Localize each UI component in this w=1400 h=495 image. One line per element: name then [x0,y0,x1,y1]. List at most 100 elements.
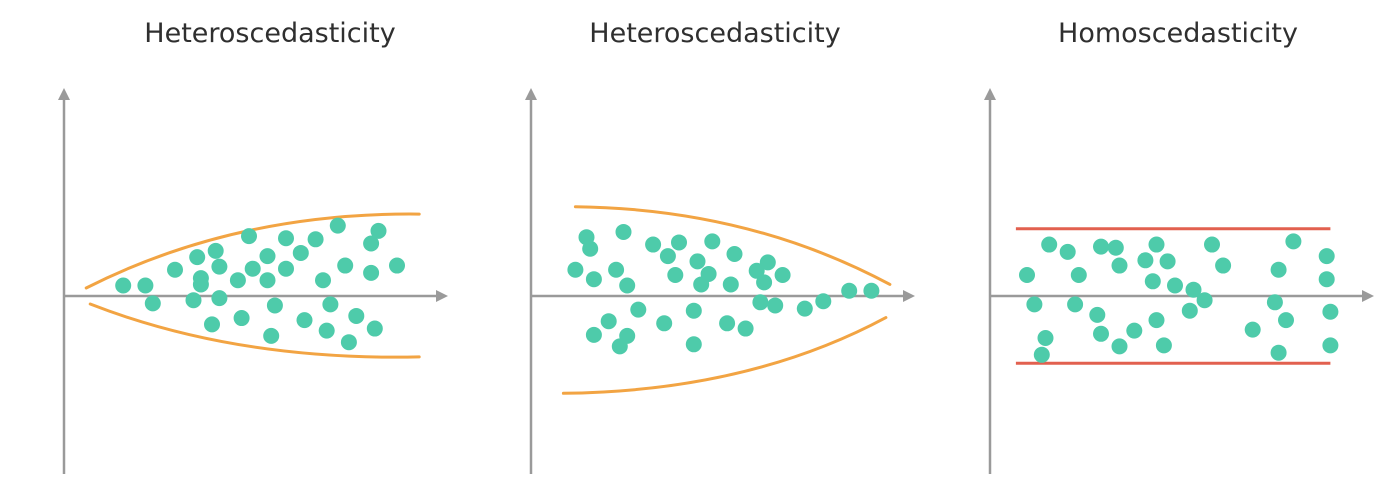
scatter-point-2-5 [1059,243,1076,260]
scatter-point-2-36 [1322,337,1339,354]
scatter-point-1-33 [796,300,813,317]
envelope-lower-0 [88,302,421,359]
scatter-point-0-2 [144,295,161,312]
scatter-point-1-17 [685,302,702,319]
scatter-point-1-0 [567,261,584,278]
scatter-point-1-23 [719,315,736,332]
chart-title-heteroscedasticity-widening: Heteroscedasticity [144,18,396,49]
scatter-point-0-3 [167,261,183,278]
scatter-point-2-31 [1278,312,1294,329]
scatter-point-2-32 [1285,233,1302,250]
scatter-point-0-12 [229,272,246,289]
scatter-point-2-22 [1181,302,1198,319]
scatter-point-1-12 [645,236,662,253]
scatter-point-2-12 [1111,257,1128,274]
scatter-point-0-24 [307,231,324,248]
scatter-point-0-17 [259,248,276,265]
scatter-point-1-21 [700,265,717,282]
scatter-point-2-28 [1266,294,1283,311]
chart-title-homoscedasticity: Homoscedasticity [1058,18,1298,49]
scatter-point-1-25 [726,246,743,262]
scatter-point-2-10 [1093,238,1109,255]
scatter-point-2-35 [1322,303,1339,320]
scatter-point-1-15 [667,267,684,283]
scatter-point-0-18 [263,327,280,344]
scatter-point-1-24 [722,276,739,293]
scatter-point-1-27 [748,262,765,279]
scatter-point-2-18 [1148,236,1165,253]
scatter-point-2-33 [1318,248,1335,265]
scatter-point-0-33 [363,264,380,281]
scatter-point-0-21 [278,260,294,277]
scatter-point-1-10 [619,327,636,344]
scatter-point-1-4 [585,326,602,343]
scatter-point-1-36 [863,282,880,299]
scatter-point-1-8 [615,223,632,240]
scatter-point-0-11 [211,290,228,307]
scatter-point-0-26 [318,322,335,339]
scatter-point-2-23 [1185,281,1202,298]
scatter-point-0-35 [370,222,387,239]
scatter-point-1-5 [600,313,617,330]
scatter-point-2-11 [1107,239,1124,256]
scatter-point-1-34 [815,293,832,310]
scatter-point-2-17 [1148,312,1165,329]
scatter-point-0-31 [348,307,365,324]
scatter-point-0-10 [211,258,228,275]
scatter-point-2-4 [1041,236,1058,253]
scatter-point-0-20 [278,230,294,247]
scatter-point-2-27 [1244,321,1261,338]
scatter-point-0-9 [207,242,224,259]
scatter-point-2-21 [1167,277,1183,294]
scatter-point-1-13 [656,315,673,332]
scatter-point-2-8 [1089,306,1106,323]
scatter-point-0-5 [189,249,206,266]
scatter-point-0-23 [296,312,313,329]
envelope-lower-1 [561,316,888,395]
scatter-point-2-6 [1067,296,1084,313]
scatter-point-1-30 [759,254,776,271]
scatter-point-0-19 [266,297,283,314]
scatter-point-1-22 [704,233,721,250]
envelope-upper-1 [573,205,892,286]
scatter-point-1-11 [630,301,647,318]
scatter-point-1-31 [767,297,784,314]
scatter-point-1-19 [689,253,706,270]
scatter-point-1-2 [582,240,599,257]
chart-title-heteroscedasticity-narrowing: Heteroscedasticity [589,18,841,49]
scatter-point-0-28 [329,217,346,234]
scatter-point-2-25 [1204,236,1220,253]
scatter-point-2-19 [1155,337,1172,354]
scatter-point-2-24 [1196,292,1213,309]
scatter-point-0-34 [366,320,383,337]
scatter-point-1-16 [671,234,687,251]
scatter-point-1-6 [608,261,625,278]
scatter-point-0-36 [389,257,405,274]
scatter-point-2-34 [1318,271,1335,288]
scatter-point-2-29 [1270,344,1287,361]
scatter-point-0-29 [337,257,354,274]
scatter-point-1-14 [659,248,676,265]
scatter-point-0-14 [241,228,257,245]
scatter-point-0-27 [322,296,339,313]
scatter-point-1-35 [841,282,858,299]
scatter-point-0-32 [363,235,380,252]
scatter-point-0-1 [137,277,154,294]
scatter-point-1-29 [756,274,773,291]
scatter-point-0-8 [204,316,220,333]
scatter-point-0-25 [315,272,331,289]
scatter-point-1-18 [685,336,702,353]
scatter-point-2-2 [1033,346,1050,363]
scatter-point-1-32 [774,267,791,283]
scatter-point-1-26 [737,320,754,337]
scatter-point-2-7 [1070,267,1087,283]
scatter-point-2-14 [1126,322,1143,339]
x-axis-arrow-1 [903,290,915,302]
scatter-point-2-26 [1215,257,1232,274]
scatter-point-0-30 [340,334,357,351]
scatter-point-2-1 [1026,296,1043,313]
y-axis-arrow-1 [525,88,537,100]
scatter-point-1-3 [585,271,602,288]
scatter-point-2-30 [1270,261,1287,278]
